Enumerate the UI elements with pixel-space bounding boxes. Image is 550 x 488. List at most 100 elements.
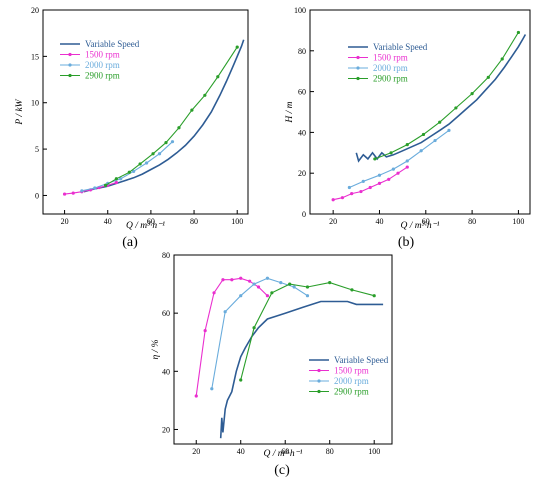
plot-frame xyxy=(309,9,531,215)
x-axis-label: Q / m³·h⁻¹ xyxy=(264,449,303,459)
legend-marker xyxy=(68,63,72,67)
data-point-2900-rpm xyxy=(350,288,354,292)
data-point-2900-rpm xyxy=(405,143,409,147)
data-point-2000-rpm xyxy=(80,189,84,193)
x-tick-label: 60 xyxy=(422,217,430,226)
data-point-2900-rpm xyxy=(127,170,131,174)
y-tick-label: 100 xyxy=(294,6,306,15)
data-point-1500-rpm xyxy=(248,279,252,283)
data-point-1500-rpm xyxy=(230,278,234,282)
legend-label: 1500 rpm xyxy=(373,53,408,63)
x-tick-label: 60 xyxy=(281,447,289,456)
x-tick-label: 60 xyxy=(147,217,155,226)
data-point-2000-rpm xyxy=(157,152,162,156)
data-point-2900-rpm xyxy=(470,92,474,96)
x-tick-label: 100 xyxy=(512,217,524,226)
legend-label: 2900 rpm xyxy=(373,74,408,84)
y-tick-label: 80 xyxy=(162,251,170,260)
legend-marker xyxy=(68,73,72,78)
x-tick-label: 40 xyxy=(375,217,383,226)
data-point-2900-rpm xyxy=(151,152,155,156)
x-tick-label: 80 xyxy=(468,217,476,226)
data-point-2000-rpm xyxy=(223,310,227,314)
legend-marker xyxy=(68,52,72,57)
data-point-2000-rpm xyxy=(292,285,296,289)
y-tick-label: 60 xyxy=(298,88,306,97)
panel-label: (a) xyxy=(122,235,138,250)
legend-marker xyxy=(317,389,321,394)
legend-label: 1500 rpm xyxy=(85,50,120,60)
series-line-2900-rpm xyxy=(105,46,238,186)
data-point-2900-rpm xyxy=(288,282,292,286)
data-point-2000-rpm xyxy=(144,161,149,165)
series-line-2900-rpm xyxy=(240,282,375,381)
data-point-2900-rpm xyxy=(373,157,377,161)
legend-marker xyxy=(317,379,321,383)
data-point-2900-rpm xyxy=(516,30,521,35)
data-point-2000-rpm xyxy=(361,179,365,183)
series-line-variable-speed xyxy=(83,39,245,193)
plot-frame xyxy=(173,254,393,445)
data-point-2900-rpm xyxy=(164,141,168,145)
data-point-2900-rpm xyxy=(216,75,220,79)
data-point-2000-rpm xyxy=(119,177,123,181)
data-point-1500-rpm xyxy=(194,394,198,398)
legend-label: 2000 rpm xyxy=(334,376,369,386)
series-line-variable-speed xyxy=(219,300,384,439)
data-point-2900-rpm xyxy=(389,151,393,155)
data-point-1500-rpm xyxy=(396,171,400,175)
data-point-2000-rpm xyxy=(305,294,310,298)
data-point-2000-rpm xyxy=(170,140,175,144)
x-tick-label: 20 xyxy=(192,447,200,456)
series-line-2000-rpm xyxy=(211,277,308,389)
y-tick-label: 20 xyxy=(162,425,170,434)
data-point-1500-rpm xyxy=(221,278,225,282)
panel-b: 20 40 60 80 100 0 20 40 60 80 100 Q / m³·h⁻¹ H / m Va… xyxy=(285,6,531,250)
data-point-1500-rpm xyxy=(212,291,216,295)
y-axis-label: η / % xyxy=(151,339,161,359)
data-point-1500-rpm xyxy=(405,165,409,169)
data-point-1500-rpm xyxy=(377,181,382,185)
x-tick-label: 20 xyxy=(61,217,69,226)
panel-label: (c) xyxy=(274,463,290,478)
legend-label: 2000 rpm xyxy=(373,63,408,73)
data-point-2900-rpm xyxy=(500,57,504,61)
data-point-2900-rpm xyxy=(328,281,332,285)
legend-label: 2000 rpm xyxy=(85,60,120,70)
data-point-2900-rpm xyxy=(421,132,426,137)
y-tick-label: 40 xyxy=(162,367,170,376)
data-point-2000-rpm xyxy=(210,387,214,391)
data-point-2900-rpm xyxy=(239,378,243,382)
panel-c: 20 40 60 80 100 20 40 60 80 Q / m³·h⁻¹ η / % Variab… xyxy=(151,251,393,478)
data-point-2000-rpm xyxy=(347,185,351,190)
y-tick-label: 20 xyxy=(31,6,39,15)
data-point-2900-rpm xyxy=(372,294,376,298)
y-axis-label: P / kW xyxy=(15,98,25,125)
legend-label: 2900 rpm xyxy=(334,387,369,397)
legend-marker xyxy=(356,76,360,81)
x-axis-label: Q / m³·h⁻¹ xyxy=(401,221,440,231)
data-point-2900-rpm xyxy=(438,120,442,124)
x-tick-label: 100 xyxy=(368,447,380,456)
y-tick-label: 0 xyxy=(302,210,306,219)
data-point-2000-rpm xyxy=(405,159,409,163)
data-point-1500-rpm xyxy=(114,180,118,185)
data-point-1500-rpm xyxy=(71,191,75,195)
y-tick-label: 60 xyxy=(162,309,170,318)
x-tick-label: 40 xyxy=(104,217,112,226)
data-point-2000-rpm xyxy=(279,281,283,285)
data-point-1500-rpm xyxy=(368,185,372,190)
x-tick-label: 20 xyxy=(329,217,337,226)
legend-label: 1500 rpm xyxy=(334,366,369,376)
data-point-2900-rpm xyxy=(138,162,142,166)
legend-label: Variable Speed xyxy=(334,355,389,365)
legend-marker xyxy=(317,368,321,373)
x-tick-label: 40 xyxy=(237,447,245,456)
data-point-2000-rpm xyxy=(433,138,437,143)
x-tick-label: 100 xyxy=(231,217,243,226)
legend-label: Variable Speed xyxy=(85,39,140,49)
data-point-2000-rpm xyxy=(93,186,97,190)
